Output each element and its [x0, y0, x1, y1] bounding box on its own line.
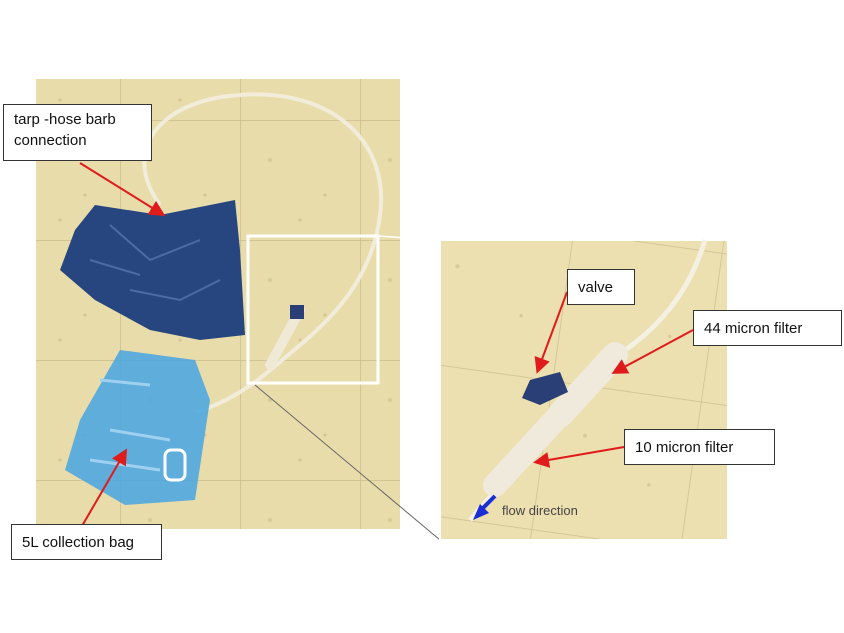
filter-10-label: 10 micron filter	[624, 429, 775, 465]
zoom-connector	[254, 384, 441, 541]
filter-44-label: 44 micron filter	[693, 310, 842, 346]
collection-bag-label: 5L collection bag	[11, 524, 162, 560]
tarp	[60, 200, 245, 340]
filter-44-body	[547, 342, 628, 428]
zoom-frame	[246, 234, 380, 385]
filter-10-body	[483, 408, 567, 497]
tarp-label-line2: connection	[14, 132, 87, 149]
valve-handle	[522, 372, 568, 405]
main-photo	[36, 79, 400, 529]
flow-direction-label: flow direction	[502, 503, 578, 518]
tarp-hose-barb-label: tarp -hose barb connection	[3, 104, 152, 161]
hose	[142, 92, 384, 414]
tarp-label-line1: tarp -hose barb	[14, 111, 116, 128]
collection-bag	[65, 350, 210, 505]
valve-label: valve	[567, 269, 635, 305]
